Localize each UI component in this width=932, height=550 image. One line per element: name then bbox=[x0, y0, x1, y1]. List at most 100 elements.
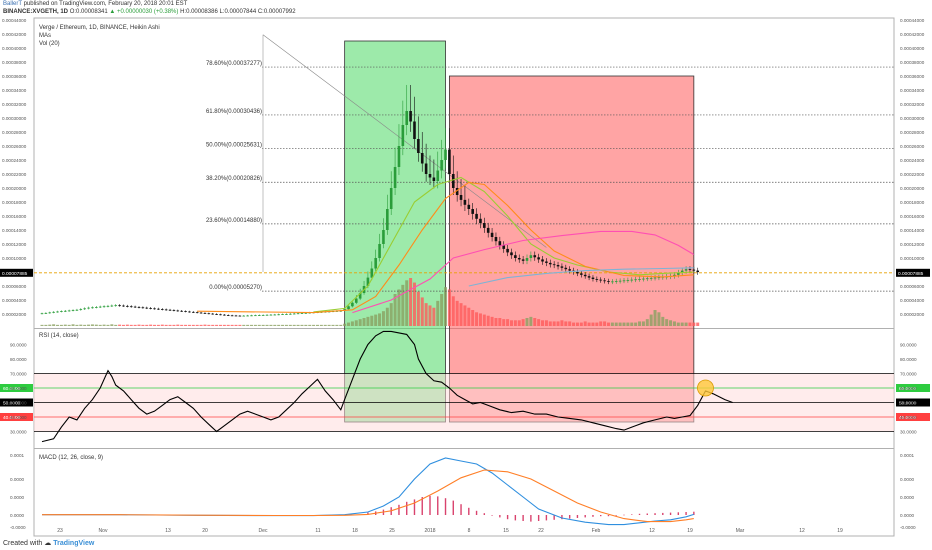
volume-bar bbox=[467, 307, 471, 326]
candle bbox=[587, 276, 591, 278]
volume-bar bbox=[253, 324, 257, 326]
volume-bar bbox=[665, 319, 669, 326]
footer-brand[interactable]: TradingView bbox=[53, 540, 95, 547]
candle bbox=[102, 306, 106, 308]
volume-bar bbox=[490, 316, 494, 326]
rsi-tick-right: 90.0000 bbox=[900, 343, 917, 348]
volume-bar bbox=[339, 324, 343, 326]
volume-bar bbox=[405, 280, 409, 326]
candle bbox=[215, 314, 218, 315]
macd-hist-bar bbox=[600, 515, 602, 517]
author-link[interactable]: BallerT bbox=[3, 1, 22, 7]
candle bbox=[40, 313, 44, 315]
candle bbox=[444, 149, 447, 160]
volume-bar bbox=[537, 319, 541, 326]
volume-bar bbox=[160, 324, 164, 326]
macd-hist-bar bbox=[452, 500, 454, 515]
candle bbox=[517, 258, 521, 260]
candle bbox=[630, 279, 634, 281]
volume-bar bbox=[374, 314, 378, 326]
macd-hist-bar bbox=[631, 514, 633, 515]
candle bbox=[60, 311, 63, 312]
volume-bar bbox=[509, 320, 513, 326]
volume-bar bbox=[541, 320, 545, 326]
volume-bar bbox=[273, 324, 277, 326]
candle bbox=[560, 266, 564, 268]
volume-bar bbox=[90, 324, 94, 326]
price-tick-left: 0.00038000 bbox=[2, 60, 27, 65]
candle bbox=[176, 310, 180, 312]
volume-bar bbox=[277, 324, 281, 326]
volume-bar bbox=[226, 324, 230, 326]
candle bbox=[153, 308, 156, 310]
volume-bar bbox=[52, 324, 56, 326]
volume-bar bbox=[323, 324, 327, 326]
price-tick-left: 0.00004000 bbox=[2, 298, 27, 303]
macd-tick-right: -0.0000 bbox=[900, 525, 916, 530]
candle bbox=[285, 314, 288, 315]
chart-legend-vol[interactable]: Vol (20) bbox=[39, 41, 60, 47]
volume-bar bbox=[564, 321, 568, 326]
volume-bar bbox=[486, 315, 490, 326]
price-tick-right: 0.00006000 bbox=[900, 284, 925, 289]
volume-bar bbox=[641, 321, 645, 326]
macd-hist-bar bbox=[506, 515, 509, 520]
volume-bar bbox=[172, 324, 176, 326]
candle bbox=[537, 257, 540, 260]
candle bbox=[114, 305, 118, 307]
price-tick-left: 0.00040000 bbox=[2, 46, 27, 51]
macd-hist-bar bbox=[669, 512, 672, 515]
volume-bar bbox=[444, 287, 448, 326]
candle bbox=[246, 315, 249, 317]
volume-bar bbox=[502, 319, 506, 326]
volume-bar bbox=[572, 322, 576, 326]
volume-bar bbox=[83, 324, 87, 326]
candle bbox=[521, 259, 525, 261]
volume-bar bbox=[533, 318, 537, 326]
candle bbox=[374, 258, 377, 269]
volume-bar bbox=[661, 316, 665, 326]
volume-bar bbox=[125, 324, 129, 326]
candle bbox=[137, 307, 141, 308]
macd-hist-bar bbox=[522, 515, 524, 521]
candle bbox=[467, 204, 471, 209]
candle bbox=[440, 160, 443, 171]
candle bbox=[389, 188, 393, 209]
volume-bar bbox=[362, 318, 366, 326]
x-tick-label: 23 bbox=[57, 528, 63, 534]
candle bbox=[199, 312, 203, 314]
macd-tick-left: 0.0001 bbox=[10, 453, 24, 458]
zone-rally bbox=[344, 40, 446, 423]
macd-tick-right: 0.0001 bbox=[900, 453, 914, 458]
volume-bar bbox=[308, 324, 312, 326]
volume-bar bbox=[222, 324, 226, 326]
macd-line-signal bbox=[42, 469, 694, 523]
low-label: L: bbox=[219, 9, 225, 15]
volume-bar bbox=[463, 305, 467, 326]
x-tick-label: Mar bbox=[736, 528, 745, 534]
volume-bar bbox=[455, 300, 459, 326]
candle bbox=[448, 149, 451, 174]
ohlc-bar: BINANCE:XVGETH, 1D O:0.00008341 ▲ +0.000… bbox=[3, 9, 296, 15]
candle bbox=[595, 279, 599, 280]
candle bbox=[463, 199, 467, 205]
candle bbox=[645, 278, 649, 280]
low-value: 0.00007844 bbox=[224, 9, 257, 15]
candle bbox=[351, 302, 354, 307]
rsi-tick-left: 60.0000 bbox=[10, 386, 27, 391]
candle bbox=[261, 314, 265, 316]
chart-legend-mas[interactable]: MAs bbox=[39, 33, 51, 39]
price-tick-left: 0.00014000 bbox=[2, 228, 27, 233]
candle bbox=[56, 311, 59, 313]
price-tick-right: 0.00036000 bbox=[900, 74, 925, 79]
macd-hist-bar bbox=[685, 512, 687, 515]
rsi-legend: RSI (14, close) bbox=[39, 333, 79, 339]
volume-bar bbox=[343, 323, 347, 326]
macd-hist-bar bbox=[584, 515, 586, 518]
volume-bar bbox=[354, 320, 358, 326]
candle bbox=[405, 111, 409, 125]
price-tick-right: 0.00016000 bbox=[900, 214, 925, 219]
candle bbox=[514, 255, 517, 258]
candle bbox=[494, 237, 498, 242]
